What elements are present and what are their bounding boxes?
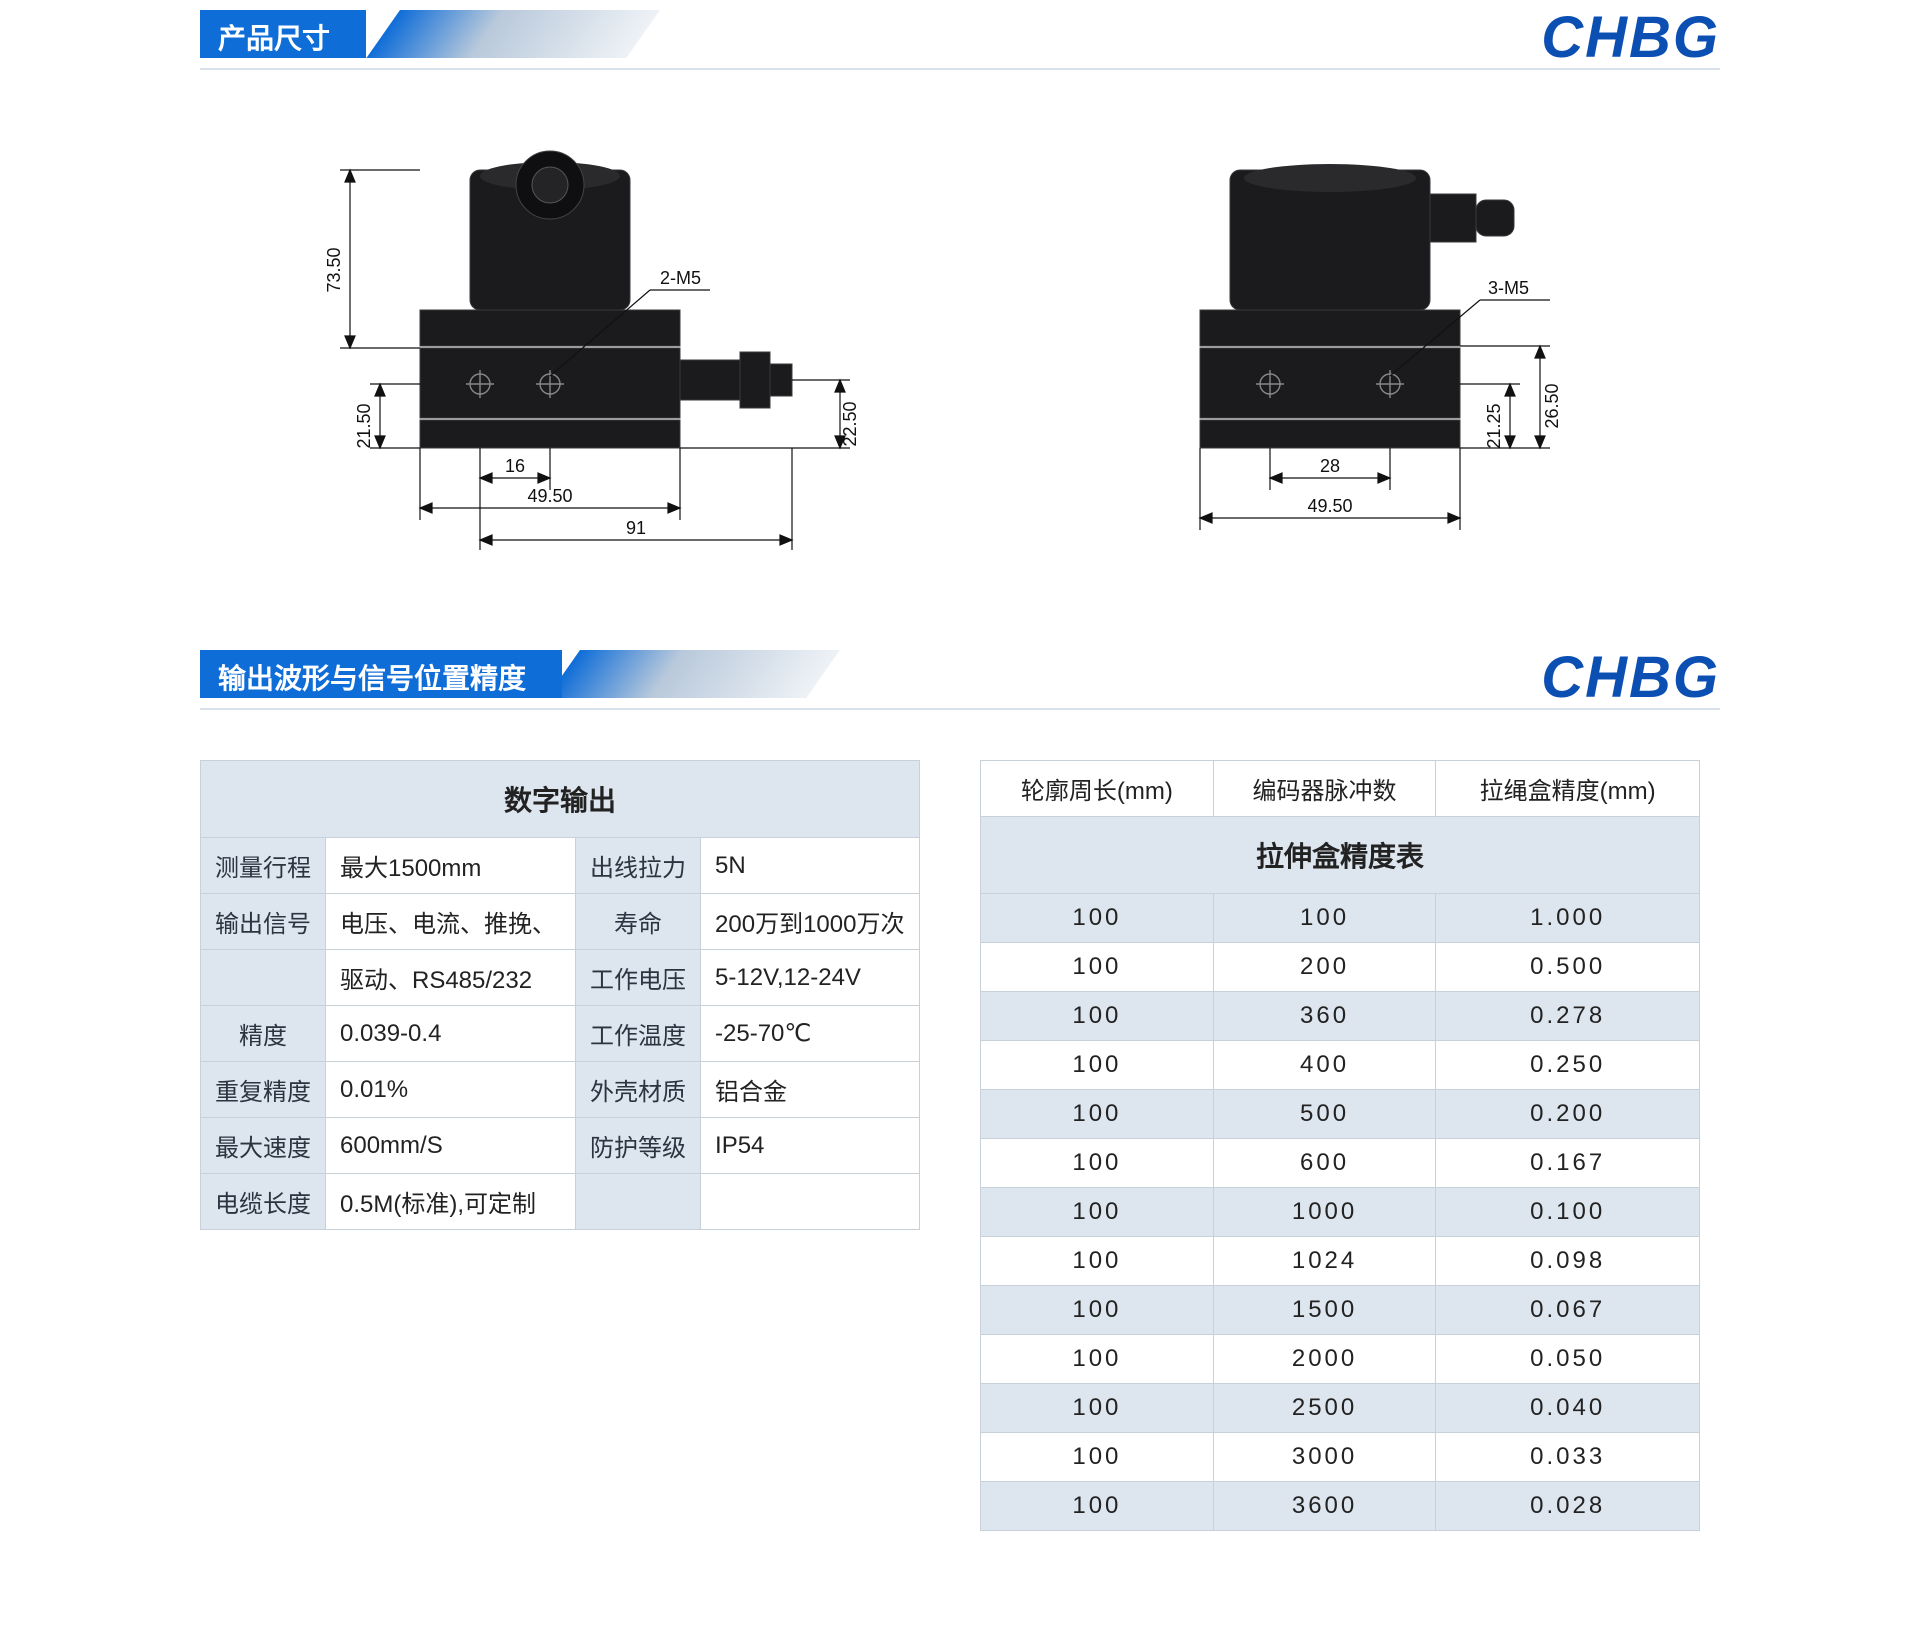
table-cell: 5-12V,12-24V [701, 950, 920, 1006]
brand-logo: CHBG [1541, 4, 1720, 71]
table-cell: 100 [981, 894, 1214, 943]
table-cell [701, 1174, 920, 1230]
table-cell: 1500 [1213, 1286, 1436, 1335]
table-cell: 工作温度 [576, 1006, 701, 1062]
section-signal-title: 输出波形与信号位置精度 [200, 650, 562, 698]
header-trail [366, 10, 660, 58]
digital-output-table: 数字输出 测量行程最大1500mm出线拉力5N 输出信号电压、电流、推挽、寿命20… [200, 760, 920, 1230]
table-cell: 0.278 [1436, 992, 1700, 1041]
table-cell: -25-70℃ [701, 1006, 920, 1062]
dim-28: 28 [1320, 456, 1340, 476]
table-cell: 0.098 [1436, 1237, 1700, 1286]
table-cell: 360 [1213, 992, 1436, 1041]
table-cell: 0.200 [1436, 1090, 1700, 1139]
table-cell: 100 [981, 992, 1214, 1041]
table-cell: IP54 [701, 1118, 920, 1174]
dim-side-49-50: 49.50 [1307, 496, 1352, 516]
table-cell: 100 [981, 1384, 1214, 1433]
table-cell: 2500 [1213, 1384, 1436, 1433]
side-view-diagram: 3-M5 21.25 26.50 28 49.50 [1080, 130, 1680, 600]
table-cell: 600mm/S [326, 1118, 576, 1174]
table-cell: 0.040 [1436, 1384, 1700, 1433]
table-cell: 1024 [1213, 1237, 1436, 1286]
dim-26-50: 26.50 [1542, 383, 1562, 428]
precision-title: 拉伸盒精度表 [981, 817, 1700, 894]
table-cell: 0.039-0.4 [326, 1006, 576, 1062]
table-cell: 100 [981, 1041, 1214, 1090]
table-cell: 工作电压 [576, 950, 701, 1006]
table-cell: 测量行程 [201, 838, 326, 894]
brand-logo-2: CHBG [1541, 644, 1720, 711]
dim-21-25: 21.25 [1484, 403, 1504, 448]
table-cell: 电缆长度 [201, 1174, 326, 1230]
table-header-cell: 轮廓周长(mm) [981, 761, 1214, 817]
table-cell: 200 [1213, 943, 1436, 992]
tables-row: 数字输出 测量行程最大1500mm出线拉力5N输出信号电压、电流、推挽、寿命20… [200, 750, 1720, 1531]
dim-16: 16 [505, 456, 525, 476]
section-dimensions-header: 产品尺寸 CHBG [200, 10, 1720, 70]
table-cell: 0.500 [1436, 943, 1700, 992]
table-cell: 200万到1000万次 [701, 894, 920, 950]
table-cell: 1000 [1213, 1188, 1436, 1237]
table-cell: 100 [981, 1286, 1214, 1335]
dim-73-50: 73.50 [324, 247, 344, 292]
table-cell: 驱动、RS485/232 [326, 950, 576, 1006]
table-cell: 最大1500mm [326, 838, 576, 894]
table-cell: 100 [981, 1139, 1214, 1188]
table-cell: 100 [981, 1188, 1214, 1237]
table-cell: 100 [981, 1090, 1214, 1139]
table-cell: 输出信号 [201, 894, 326, 950]
table-cell: 5N [701, 838, 920, 894]
table-cell: 100 [981, 943, 1214, 992]
precision-table: 拉伸盒精度表 轮廓周长(mm)编码器脉冲数拉绳盒精度(mm) 1001001.0… [980, 760, 1700, 1531]
table-cell: 外壳材质 [576, 1062, 701, 1118]
digital-output-title: 数字输出 [201, 761, 920, 838]
table-cell: 重复精度 [201, 1062, 326, 1118]
table-cell: 100 [981, 1237, 1214, 1286]
dim-22-50: 22.50 [840, 401, 860, 446]
header-trail-2 [546, 650, 840, 698]
table-cell: 100 [981, 1482, 1214, 1531]
section-dimensions-title: 产品尺寸 [200, 10, 366, 58]
table-header-cell: 拉绳盒精度(mm) [1436, 761, 1700, 817]
table-cell: 400 [1213, 1041, 1436, 1090]
table-cell: 0.028 [1436, 1482, 1700, 1531]
table-cell: 0.100 [1436, 1188, 1700, 1237]
table-cell: 600 [1213, 1139, 1436, 1188]
table-cell: 铝合金 [701, 1062, 920, 1118]
diagram-row: 73.50 21.50 22.50 2-M5 [200, 110, 1720, 640]
table-cell: 0.250 [1436, 1041, 1700, 1090]
table-cell [576, 1174, 701, 1230]
table-cell: 1.000 [1436, 894, 1700, 943]
table-cell: 0.067 [1436, 1286, 1700, 1335]
table-cell: 2000 [1213, 1335, 1436, 1384]
table-cell: 0.050 [1436, 1335, 1700, 1384]
table-cell: 3000 [1213, 1433, 1436, 1482]
section-signal-header: 输出波形与信号位置精度 CHBG [200, 650, 1720, 710]
table-header-cell: 编码器脉冲数 [1213, 761, 1436, 817]
table-cell: 寿命 [576, 894, 701, 950]
table-cell [201, 950, 326, 1006]
front-view-diagram: 73.50 21.50 22.50 2-M5 [240, 130, 920, 600]
table-cell: 3600 [1213, 1482, 1436, 1531]
callout-2m5: 2-M5 [660, 268, 701, 288]
table-cell: 电压、电流、推挽、 [326, 894, 576, 950]
table-cell: 防护等级 [576, 1118, 701, 1174]
table-cell: 0.167 [1436, 1139, 1700, 1188]
dim-21-50: 21.50 [354, 403, 374, 448]
table-cell: 最大速度 [201, 1118, 326, 1174]
table-cell: 0.01% [326, 1062, 576, 1118]
table-cell: 出线拉力 [576, 838, 701, 894]
table-cell: 精度 [201, 1006, 326, 1062]
table-cell: 100 [981, 1433, 1214, 1482]
dim-49-50: 49.50 [527, 486, 572, 506]
callout-3m5: 3-M5 [1488, 278, 1529, 298]
table-cell: 100 [1213, 894, 1436, 943]
table-cell: 0.033 [1436, 1433, 1700, 1482]
table-cell: 500 [1213, 1090, 1436, 1139]
table-cell: 0.5M(标准),可定制 [326, 1174, 576, 1230]
table-cell: 100 [981, 1335, 1214, 1384]
dim-91: 91 [626, 518, 646, 538]
